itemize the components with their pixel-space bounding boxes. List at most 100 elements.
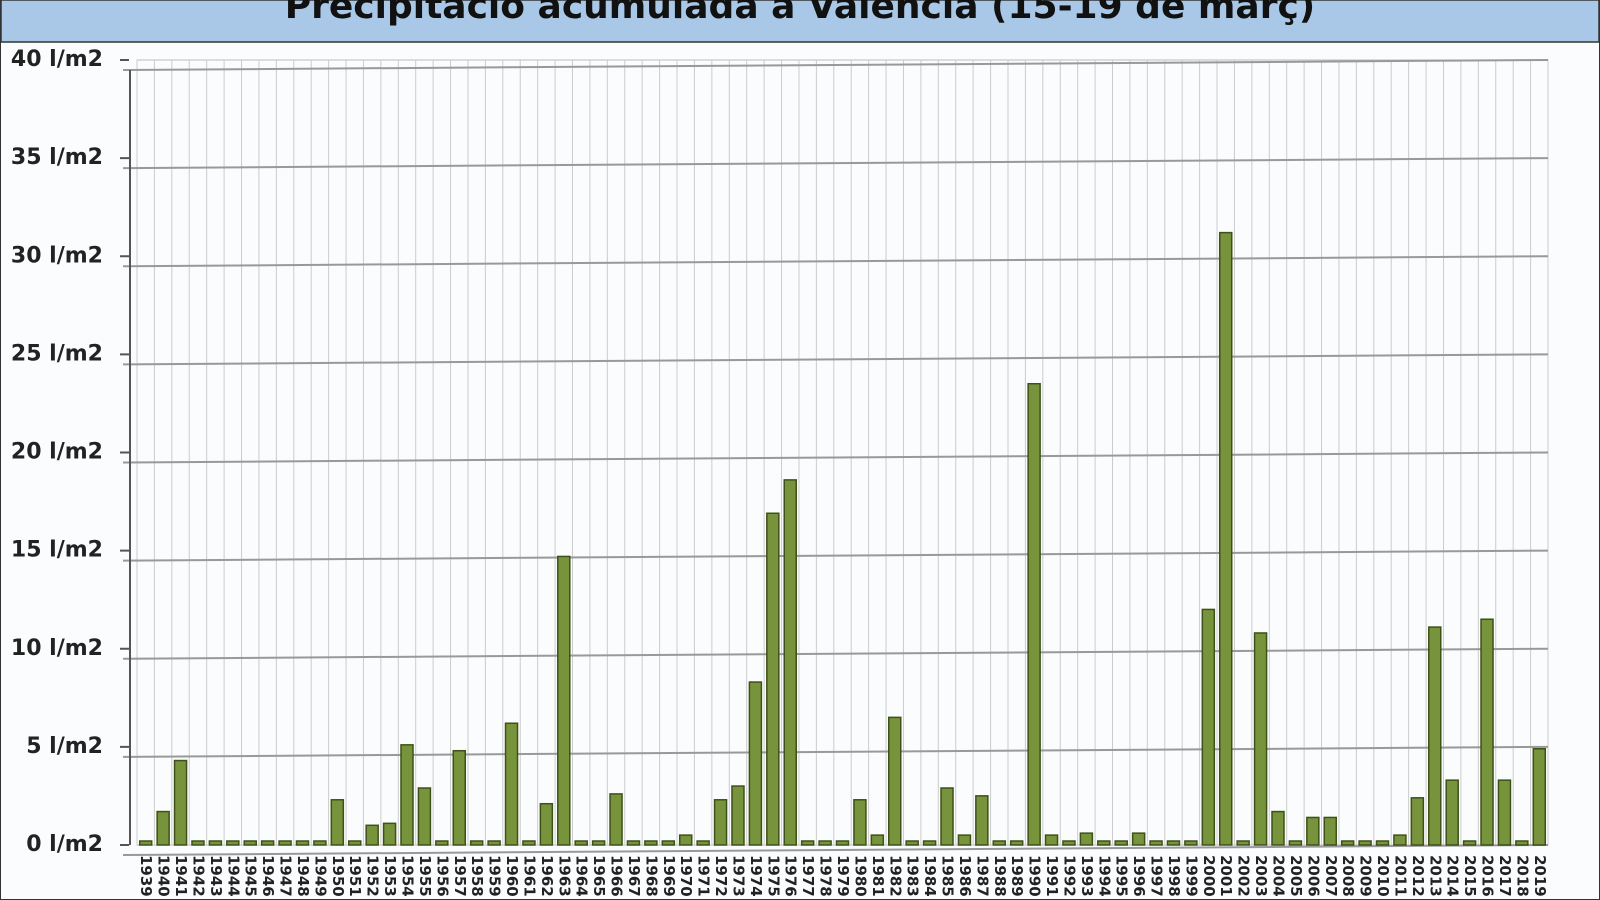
bar xyxy=(191,840,205,846)
bar xyxy=(818,840,832,846)
bar xyxy=(1497,779,1512,846)
bar xyxy=(1236,840,1250,846)
bar xyxy=(208,840,223,846)
x-tick-label: 1971 xyxy=(695,855,713,897)
x-tick-label: 2014 xyxy=(1444,855,1462,897)
x-tick-label: 1976 xyxy=(782,855,800,897)
x-tick-label: 1940 xyxy=(155,855,173,897)
x-tick-label: 1992 xyxy=(1060,855,1078,897)
grid-line xyxy=(122,647,1549,660)
x-tick-label: 1943 xyxy=(207,855,225,897)
x-tick-label: 1996 xyxy=(1130,855,1148,897)
x-tick-label: 2000 xyxy=(1200,855,1218,897)
x-tick-label: 1969 xyxy=(660,855,678,897)
x-tick-label: 1995 xyxy=(1113,855,1131,897)
bar xyxy=(678,834,693,846)
x-tick-label: 1991 xyxy=(1043,855,1061,897)
bar xyxy=(173,759,188,846)
y-tick-label: 5 l/m2 xyxy=(26,734,103,759)
x-tick-label: 1948 xyxy=(294,855,312,897)
x-tick-label: 1997 xyxy=(1148,855,1166,897)
y-tick-label: 0 l/m2 xyxy=(26,832,103,857)
x-tick-label: 2009 xyxy=(1357,855,1375,897)
bar xyxy=(609,793,623,846)
grid-line xyxy=(122,255,1549,268)
x-tick-label: 1941 xyxy=(172,855,190,897)
bar xyxy=(748,681,763,846)
x-tick-label: 1978 xyxy=(817,855,835,897)
bar xyxy=(1288,840,1303,846)
bar xyxy=(1062,840,1076,846)
x-tick-label: 1945 xyxy=(242,855,260,897)
grid-line xyxy=(122,59,1549,71)
bar xyxy=(138,840,153,846)
x-tick-label: 1962 xyxy=(538,855,556,897)
y-tick-label: 10 l/m2 xyxy=(11,636,103,661)
x-tick-label: 1963 xyxy=(555,855,573,897)
bar xyxy=(1253,632,1268,846)
grid-line xyxy=(122,844,1549,856)
bar xyxy=(1515,840,1529,846)
bar xyxy=(504,722,519,846)
x-tick-label: 1983 xyxy=(904,855,922,897)
bar xyxy=(1340,840,1355,846)
x-tick-label: 1987 xyxy=(973,855,991,897)
bar xyxy=(382,822,397,846)
bar xyxy=(1532,748,1547,846)
title-bar xyxy=(0,0,1600,43)
x-tick-label: 2006 xyxy=(1304,855,1322,897)
y-tick-label: 25 l/m2 xyxy=(11,341,103,366)
bar xyxy=(1114,840,1128,846)
x-tick-label: 2011 xyxy=(1391,855,1409,897)
bar xyxy=(922,840,937,846)
x-tick-label: 2008 xyxy=(1339,855,1357,897)
x-tick-label: 1994 xyxy=(1095,855,1113,897)
x-tick-label: 1960 xyxy=(503,855,521,897)
x-tick-label: 1965 xyxy=(590,855,608,897)
x-tick-label: 1966 xyxy=(608,855,626,897)
bar xyxy=(330,799,345,846)
x-tick-label: 1975 xyxy=(764,855,782,897)
x-tick-label: 2017 xyxy=(1496,855,1514,897)
bar xyxy=(260,840,275,846)
x-tick-label: 2003 xyxy=(1252,855,1270,897)
x-tick-label: 1981 xyxy=(869,855,887,897)
bar xyxy=(313,840,327,846)
x-tick-label: 2002 xyxy=(1235,855,1253,897)
chart-title: Precipitació acumulada a València (15-19… xyxy=(285,0,1316,27)
x-tick-label: 2015 xyxy=(1461,855,1479,897)
bar xyxy=(940,787,954,846)
x-tick-label: 1974 xyxy=(747,855,765,897)
bar xyxy=(626,840,641,846)
x-tick-label: 1957 xyxy=(451,855,469,897)
grid-line xyxy=(122,451,1549,464)
bar xyxy=(661,840,676,846)
x-tick-label: 1950 xyxy=(329,855,347,897)
y-tick-label: 35 l/m2 xyxy=(11,145,103,170)
x-tick-label: 2018 xyxy=(1513,855,1531,897)
bar xyxy=(1323,816,1338,846)
x-tick-label: 1977 xyxy=(799,855,817,897)
bar xyxy=(295,840,310,846)
bar xyxy=(1201,608,1216,846)
x-tick-label: 2007 xyxy=(1322,855,1340,897)
bar xyxy=(1393,834,1407,846)
x-tick-label: 1952 xyxy=(364,855,382,897)
bar xyxy=(1480,618,1494,846)
bar xyxy=(957,834,972,846)
x-tick-label: 2019 xyxy=(1531,855,1549,897)
bar xyxy=(522,840,536,846)
bar xyxy=(1306,816,1320,846)
bar xyxy=(487,840,501,846)
bar xyxy=(783,479,797,846)
bar xyxy=(1027,382,1041,846)
bar xyxy=(1462,840,1477,846)
bar xyxy=(713,799,728,846)
y-tick-label: 15 l/m2 xyxy=(11,538,103,563)
bar xyxy=(243,840,257,846)
x-tick-label: 1990 xyxy=(1026,855,1044,897)
bar xyxy=(278,840,292,846)
bar xyxy=(1149,840,1163,846)
bar xyxy=(766,512,780,846)
